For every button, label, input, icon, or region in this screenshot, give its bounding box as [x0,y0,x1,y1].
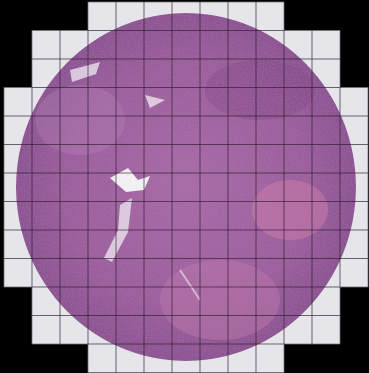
patch-tile [255,343,285,373]
patch-tile [87,343,117,373]
patch-tile [339,258,369,288]
patch-tile [311,315,341,345]
patch-tile [3,87,33,117]
patch-tile [87,1,117,31]
patch-tile [339,87,369,117]
patch-grid-cell [339,258,369,288]
patch-grid-cell [311,315,341,345]
patch-tile [311,30,341,60]
patch-tile [31,30,61,60]
patch-tile [3,258,33,288]
lumen-space [110,168,150,192]
patch-grid-lines [3,1,369,373]
patch-tile [255,1,285,31]
patch-tile [31,315,61,345]
